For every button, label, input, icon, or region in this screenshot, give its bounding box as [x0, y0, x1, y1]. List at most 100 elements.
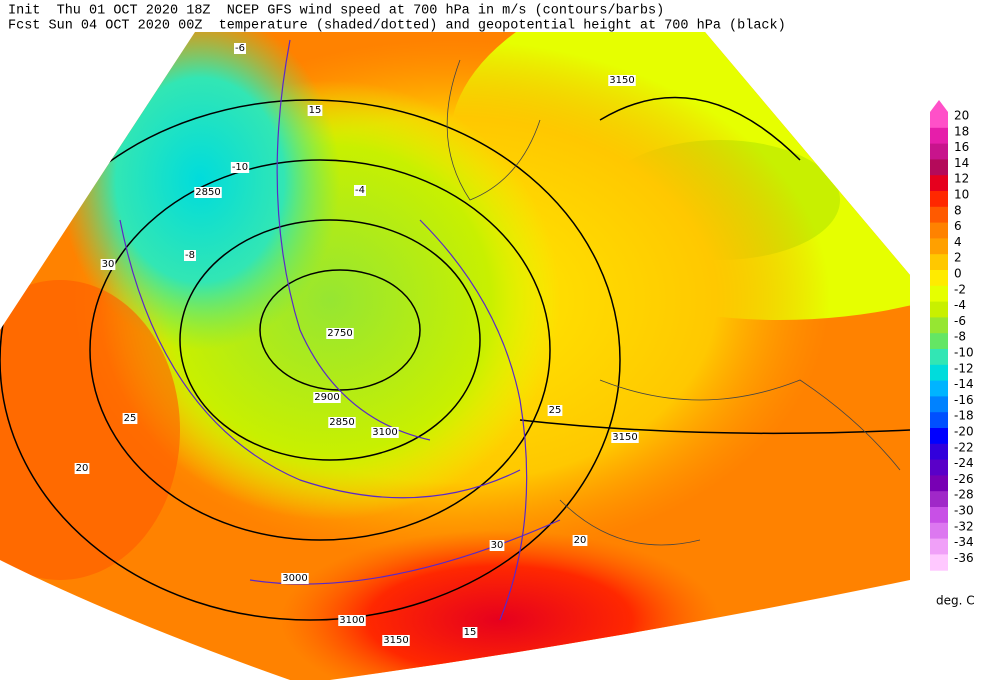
map-label: 3000	[282, 573, 307, 584]
colorbar-cell	[930, 507, 948, 524]
label-box	[184, 250, 196, 261]
map-label: 25	[549, 405, 562, 416]
colorbar-cell	[930, 285, 948, 303]
colorbar-label: -22	[954, 440, 974, 454]
map-label: 20	[574, 535, 587, 546]
colorbar-label: 10	[954, 188, 969, 202]
map-label: 15	[464, 627, 477, 638]
label-box	[611, 432, 639, 443]
colorbar-cell	[930, 175, 948, 192]
map-label: 25	[124, 413, 137, 424]
map-label: 15	[309, 105, 322, 116]
colorbar-cell	[930, 238, 948, 255]
colorbar-label: -12	[954, 361, 974, 375]
colorbar-cell	[930, 522, 948, 540]
colorbar-cell	[930, 491, 948, 508]
label-box	[234, 43, 246, 54]
colorbar-cell	[930, 412, 948, 429]
colorbar-label: 14	[954, 156, 969, 170]
colorbar-cell	[930, 317, 948, 334]
header-line: Fcst Sun 04 OCT 2020 00Z temperature (sh…	[8, 19, 786, 34]
map-label: 3150	[383, 635, 408, 646]
colorbar-label: 18	[954, 124, 969, 138]
map-label: 3100	[372, 427, 397, 438]
colorbar-cell	[930, 127, 948, 145]
label-box	[489, 540, 505, 551]
colorbar-label: 2	[954, 251, 962, 265]
colorbar-cell	[930, 301, 948, 318]
map-label: 2850	[329, 417, 354, 428]
colorbar-label: 16	[954, 140, 969, 154]
colorbar-label: -30	[954, 504, 974, 518]
map-label: -8	[185, 250, 195, 261]
map-label: 2750	[327, 328, 352, 339]
colorbar-arrow	[930, 100, 948, 112]
colorbar: 20181614121086420-2-4-6-8-10-12-14-16-18…	[930, 109, 974, 571]
map-label: 3100	[339, 615, 364, 626]
label-box	[230, 162, 250, 173]
colorbar-label: -32	[954, 519, 974, 533]
map-label: 3150	[612, 432, 637, 443]
label-box	[307, 105, 323, 116]
colorbar-label: -18	[954, 409, 974, 423]
label-box	[313, 392, 341, 403]
label-box	[371, 427, 399, 438]
colorbar-cell	[930, 459, 948, 476]
colorbar-label: -24	[954, 456, 974, 470]
label-box	[122, 413, 138, 424]
colorbar-cell	[930, 191, 948, 208]
label-box	[338, 615, 366, 626]
colorbar-cell	[930, 364, 948, 382]
colorbar-cell	[930, 554, 948, 571]
label-box	[462, 627, 478, 638]
colorbar-cell	[930, 270, 948, 287]
header-line: Init Thu 01 OCT 2020 18Z NCEP GFS wind s…	[8, 4, 664, 19]
colorbar-label: 12	[954, 172, 969, 186]
colorbar-label: -16	[954, 393, 974, 407]
colorbar-label: -10	[954, 346, 974, 360]
colorbar-label: 0	[954, 267, 962, 281]
label-box	[354, 185, 366, 196]
map-label: -6	[235, 43, 245, 54]
colorbar-cell	[930, 254, 948, 271]
colorbar-label: 4	[954, 235, 962, 249]
colorbar-cell	[930, 475, 948, 492]
colorbar-label: -20	[954, 425, 974, 439]
colorbar-cell	[930, 443, 948, 461]
map-label: -4	[355, 185, 365, 196]
colorbar-label: -2	[954, 282, 966, 296]
colorbar-label: -26	[954, 472, 974, 486]
label-box	[326, 328, 354, 339]
colorbar-cell	[930, 396, 948, 413]
colorbar-cell	[930, 206, 948, 224]
label-box	[608, 75, 636, 86]
colorbar-cell	[930, 538, 948, 555]
colorbar-label: -6	[954, 314, 966, 328]
colorbar-label: -14	[954, 377, 974, 391]
map-label: 20	[76, 463, 89, 474]
colorbar-cell	[930, 222, 948, 239]
map-label: -10	[232, 162, 248, 173]
colorbar-label: -36	[954, 551, 974, 565]
colorbar-label: 8	[954, 203, 962, 217]
label-box	[194, 187, 222, 198]
colorbar-label: 20	[954, 109, 969, 123]
map-labels: 3150 2850 2750 2900 2850 3100 3150 3000 3100 3150…	[74, 43, 639, 646]
label-box	[572, 535, 588, 546]
colorbar-label: -4	[954, 298, 966, 312]
colorbar-cell	[930, 112, 948, 129]
map-label: 2850	[195, 187, 220, 198]
label-box	[74, 463, 90, 474]
colorbar-cell	[930, 333, 948, 350]
colorbar-cell	[930, 349, 948, 366]
label-box	[100, 259, 116, 270]
colorbar-cell	[930, 159, 948, 176]
map-label: 30	[491, 540, 504, 551]
colorbar-cell	[930, 428, 948, 445]
colorbar-label: -28	[954, 488, 974, 502]
colorbar-label: -8	[954, 330, 966, 344]
label-box	[382, 635, 410, 646]
